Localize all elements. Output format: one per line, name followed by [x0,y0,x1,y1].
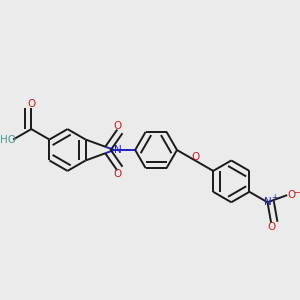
Text: O: O [113,121,122,131]
Text: O: O [267,222,275,232]
Text: O: O [191,152,199,162]
Text: +: + [271,193,277,202]
Text: HO: HO [0,135,16,146]
Text: N: N [114,145,122,155]
Text: O: O [287,190,295,200]
Text: N: N [264,197,272,207]
Text: O: O [28,99,36,110]
Text: −: − [293,188,300,197]
Text: O: O [113,169,122,179]
